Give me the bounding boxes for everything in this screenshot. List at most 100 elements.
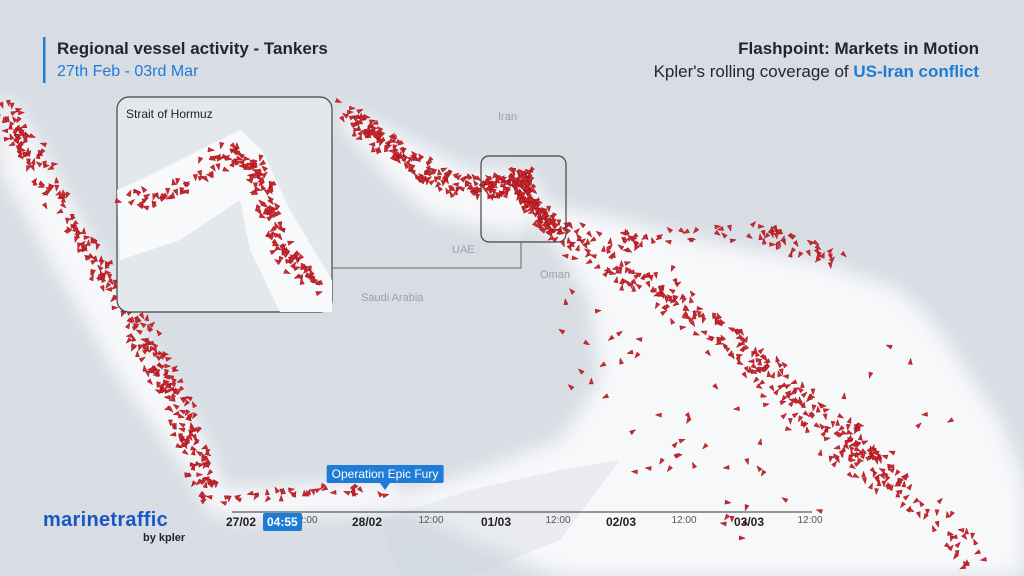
vessel [833, 444, 841, 450]
vessel [261, 165, 268, 172]
vessel [961, 533, 968, 540]
vessel [9, 102, 15, 110]
vessel [171, 177, 177, 186]
vessel [105, 259, 113, 265]
vessel [895, 489, 903, 495]
vessel [382, 493, 390, 499]
vessel [678, 439, 686, 444]
vessel [715, 318, 721, 326]
vessel [97, 264, 104, 272]
vessel [861, 440, 869, 446]
vessel [870, 445, 875, 453]
vessel [197, 169, 202, 178]
vessel [440, 178, 448, 185]
vessel [61, 188, 67, 197]
vessel [377, 490, 384, 498]
vessel [701, 316, 707, 324]
vessel [672, 277, 678, 286]
vessel [894, 469, 901, 477]
vessel [402, 152, 409, 161]
vessel [638, 240, 643, 248]
vessel [13, 129, 18, 137]
vessel [817, 448, 823, 457]
vessel [800, 391, 808, 399]
vessel [534, 217, 541, 225]
vessel [561, 253, 569, 259]
vessel [192, 412, 198, 420]
vessel [139, 322, 147, 329]
vessel [848, 444, 855, 452]
vessel [152, 199, 158, 208]
vessel [186, 412, 194, 419]
vessel [1, 128, 9, 134]
timeline-tick-label: 12:00 [292, 515, 318, 526]
vessel [635, 283, 643, 290]
vessel [191, 433, 197, 441]
vessel [579, 238, 587, 245]
vessel [451, 182, 459, 188]
vessel [266, 215, 274, 222]
vessel [196, 472, 204, 478]
vessel [900, 476, 908, 481]
vessel [200, 498, 208, 505]
vessel [473, 186, 479, 194]
timeline-tick-label: 12:00 [418, 515, 444, 526]
vessel [168, 419, 173, 427]
vessel [915, 422, 922, 429]
vessel [356, 486, 364, 493]
vessel [278, 255, 284, 264]
vessel [405, 158, 411, 166]
vessel [773, 232, 779, 240]
vessel [747, 358, 755, 364]
vessel [206, 469, 214, 476]
vessel [208, 155, 217, 161]
vessel [887, 464, 895, 469]
vessel [309, 268, 315, 277]
vessel [146, 366, 154, 372]
vessel [724, 499, 732, 505]
vessel [727, 224, 732, 232]
vessel [105, 286, 112, 292]
vessel [61, 195, 66, 203]
vessel [372, 130, 380, 135]
vessel [668, 288, 676, 295]
vessel [255, 208, 262, 216]
vessel [347, 109, 355, 115]
vessel [266, 208, 275, 214]
vessel [440, 167, 448, 173]
vessel [258, 154, 264, 163]
vessel [970, 532, 976, 540]
vessel [631, 232, 639, 239]
vessel [936, 497, 943, 505]
vessel [180, 441, 188, 448]
vessel [714, 229, 721, 236]
vessel [857, 422, 865, 428]
vessel [831, 460, 838, 468]
vessel [750, 369, 758, 375]
vessel [887, 468, 895, 474]
vessel [293, 266, 301, 272]
vessel [142, 364, 148, 372]
vessel [54, 176, 60, 184]
vessel [491, 172, 499, 180]
vessel [219, 141, 225, 150]
vessel [69, 213, 75, 221]
vessel [881, 454, 889, 460]
timeline-tick-label: 03/03 [733, 515, 765, 529]
vessel [682, 303, 688, 311]
vessel [719, 318, 726, 326]
vessel [551, 228, 560, 234]
vessel [145, 370, 150, 378]
vessel [616, 330, 623, 337]
vessel [169, 431, 177, 437]
vessel [877, 456, 882, 465]
vessel [171, 365, 178, 372]
vessel [724, 513, 731, 521]
vessel [128, 198, 135, 206]
vessel [484, 175, 492, 181]
vessel [455, 174, 462, 181]
vessel [778, 368, 784, 376]
vessel [135, 350, 140, 358]
vessel [351, 129, 357, 137]
vessel [486, 180, 493, 188]
